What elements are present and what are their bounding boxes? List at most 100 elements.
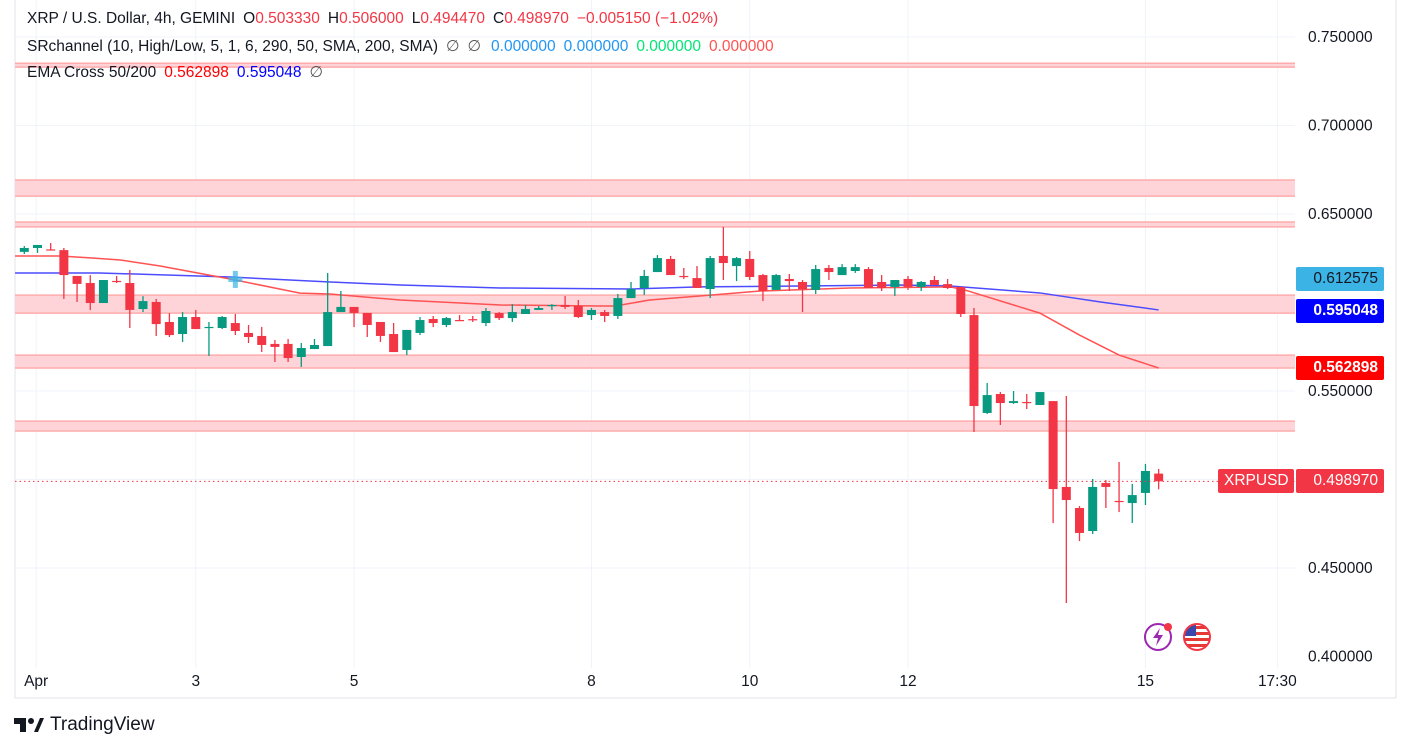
candle xyxy=(890,280,900,296)
candle xyxy=(85,275,95,311)
candle-body xyxy=(652,258,662,273)
candle xyxy=(244,324,254,344)
candle-body xyxy=(784,278,794,282)
time-tick-label: 5 xyxy=(350,673,359,690)
candle-body xyxy=(863,269,873,288)
candle xyxy=(982,383,992,415)
candle-body xyxy=(995,394,1005,404)
candle xyxy=(547,304,557,310)
ema-fast-price-label: 0.562898 xyxy=(1296,356,1384,380)
srchannel-legend: SRchannel (10, High/Low, 5, 1, 6, 290, 5… xyxy=(27,37,778,56)
candle-body xyxy=(798,281,808,290)
sr-zone xyxy=(15,180,1295,197)
candle-body xyxy=(296,347,306,358)
candle xyxy=(362,312,372,338)
change-value: −0.005150 (−1.02%) xyxy=(576,10,719,27)
candle xyxy=(534,306,544,310)
candle xyxy=(164,313,174,338)
candle-body xyxy=(244,332,254,338)
candle-body xyxy=(191,317,201,330)
candle-body xyxy=(1088,486,1098,532)
candle xyxy=(1127,483,1137,524)
ema-cross-legend: EMA Cross 50/200 0.562898 0.595048 ∅ xyxy=(27,63,327,82)
candle-body xyxy=(850,267,860,271)
candle xyxy=(441,317,451,328)
candle-body xyxy=(639,275,649,288)
candle xyxy=(125,269,135,328)
candle xyxy=(1048,401,1058,524)
candle-body xyxy=(1101,483,1111,487)
candle xyxy=(1022,394,1032,410)
candle xyxy=(560,295,570,310)
candle xyxy=(204,321,214,356)
symbol-title[interactable]: XRP / U.S. Dollar, 4h, GEMINI xyxy=(27,10,236,27)
candle-body xyxy=(59,250,69,276)
candle xyxy=(46,243,56,251)
candle xyxy=(1075,506,1084,542)
candle xyxy=(600,309,610,322)
sr-zone xyxy=(15,221,1295,227)
srchannel-name[interactable]: SRchannel (10, High/Low, 5, 1, 6, 290, 5… xyxy=(27,38,438,55)
candle xyxy=(929,275,939,285)
sr-value-1: 0.000000 xyxy=(491,38,556,55)
candle-body xyxy=(468,319,478,321)
candle-body xyxy=(151,301,161,325)
candle-body xyxy=(19,247,29,252)
time-tick-label: 3 xyxy=(191,673,200,690)
logo-text: TradingView xyxy=(50,714,155,735)
candle-body xyxy=(916,281,926,287)
candle xyxy=(1061,395,1071,604)
candle xyxy=(507,304,517,322)
candle-body xyxy=(309,344,319,350)
candle-body xyxy=(125,283,135,310)
candle xyxy=(798,280,808,313)
candle-body xyxy=(112,280,122,283)
candle xyxy=(217,315,227,330)
time-tick-label: 12 xyxy=(899,673,916,690)
us-flag-icon[interactable] xyxy=(1182,622,1212,652)
candle-body xyxy=(230,323,240,331)
candle xyxy=(112,275,122,284)
candle-body xyxy=(1075,507,1084,533)
candle-body xyxy=(1009,401,1019,404)
candle-body xyxy=(270,343,280,347)
ema-cross-name[interactable]: EMA Cross 50/200 xyxy=(27,64,157,81)
candle-body xyxy=(705,258,715,290)
ema-slow-price-label: 0.595048 xyxy=(1296,299,1384,323)
tradingview-logo-icon xyxy=(14,718,44,732)
candle xyxy=(375,321,385,342)
price-tick-label: 0.750000 xyxy=(1308,29,1373,46)
candle xyxy=(138,296,148,313)
candle xyxy=(389,323,399,353)
candle-body xyxy=(349,306,359,313)
candle-body xyxy=(929,280,939,285)
sr-value-2: 0.000000 xyxy=(563,38,629,55)
candle-body xyxy=(956,286,966,315)
candle-body xyxy=(626,289,636,299)
candle xyxy=(916,281,926,291)
symbol-legend: XRP / U.S. Dollar, 4h, GEMINI O0.503330 H0… xyxy=(27,10,722,28)
close-label: C xyxy=(493,10,505,27)
candle-body xyxy=(679,275,689,278)
tradingview-logo[interactable]: TradingView xyxy=(14,714,155,736)
candle-body xyxy=(613,298,623,316)
candle-body xyxy=(732,258,742,267)
candle-body xyxy=(837,267,847,276)
time-tick-label: 8 xyxy=(587,673,596,690)
lightning-icon[interactable] xyxy=(1143,622,1173,652)
na-value: ∅ xyxy=(467,38,482,55)
candle-body xyxy=(389,334,399,353)
candle xyxy=(718,226,728,281)
candle-body xyxy=(1114,500,1124,503)
candle xyxy=(415,317,425,336)
candle-body xyxy=(877,281,887,288)
candle xyxy=(969,307,979,433)
candle-body xyxy=(32,244,42,248)
candle xyxy=(230,314,240,336)
candle-body xyxy=(1048,401,1058,490)
candle xyxy=(296,343,306,367)
candle xyxy=(32,244,42,253)
candle xyxy=(692,266,702,288)
candle xyxy=(586,307,596,321)
